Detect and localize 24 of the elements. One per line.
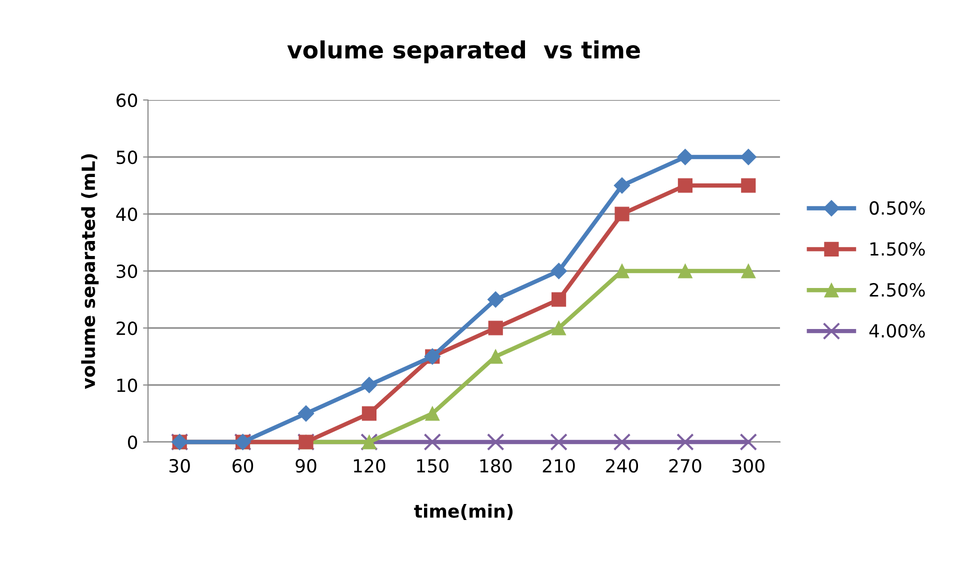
y-tick-label: 10 — [117, 378, 138, 392]
y-tick-label: 0 — [128, 435, 138, 450]
x-tick-label: 120 — [354, 458, 386, 473]
x-tick-label: 60 — [232, 458, 254, 473]
x-tick-label: 210 — [542, 458, 575, 473]
legend-label: 2.50% — [870, 283, 925, 297]
y-tick-label: 20 — [116, 321, 138, 336]
y-tick-label: 50 — [116, 150, 138, 164]
x-axis-title: time(min) — [414, 504, 513, 520]
x-tick-label: 270 — [669, 458, 702, 473]
x-tick-label: 180 — [480, 458, 512, 473]
y-axis-title: volume separated (mL) — [81, 154, 99, 390]
y-tick-label: 30 — [116, 264, 138, 278]
x-tick-label: 240 — [606, 458, 638, 473]
legend-label: 0.50% — [870, 201, 925, 215]
x-tick-label: 300 — [732, 458, 764, 473]
x-tick-label: 90 — [296, 458, 316, 473]
x-tick-label: 30 — [169, 458, 190, 473]
legend-label: 1.50% — [870, 242, 925, 256]
x-tick-label: 150 — [417, 458, 448, 473]
legend-label: 4.00% — [869, 324, 925, 338]
y-tick-label: 40 — [116, 207, 138, 222]
y-tick-label: 60 — [116, 93, 138, 108]
chart-title: volume separated vs time — [287, 40, 640, 64]
